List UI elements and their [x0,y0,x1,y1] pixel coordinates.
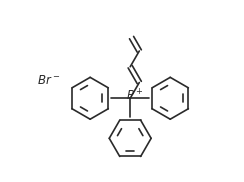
Text: $Br^-$: $Br^-$ [37,74,60,87]
Text: $P^+$: $P^+$ [126,88,143,104]
